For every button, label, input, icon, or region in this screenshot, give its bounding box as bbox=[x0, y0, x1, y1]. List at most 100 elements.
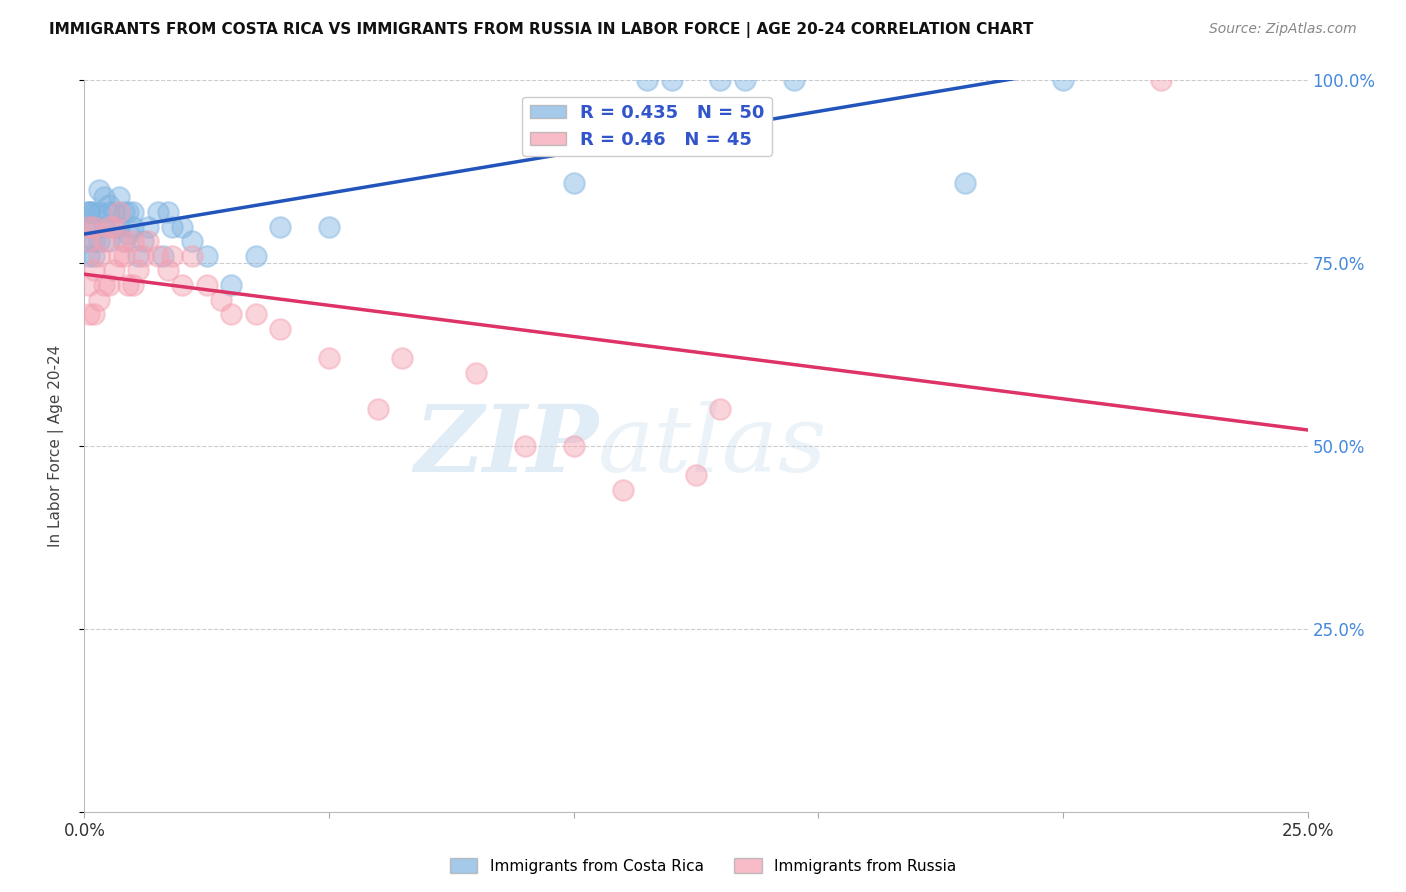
Point bbox=[562, 439, 585, 453]
Point bbox=[117, 205, 139, 219]
Point bbox=[162, 249, 184, 263]
Point bbox=[195, 249, 218, 263]
Point bbox=[103, 205, 125, 219]
Point bbox=[127, 263, 149, 277]
Point bbox=[464, 366, 486, 380]
Point bbox=[612, 483, 634, 497]
Point bbox=[152, 249, 174, 263]
Point bbox=[219, 307, 242, 321]
Point bbox=[107, 219, 129, 234]
Point bbox=[112, 234, 135, 248]
Y-axis label: In Labor Force | Age 20-24: In Labor Force | Age 20-24 bbox=[48, 345, 63, 547]
Point bbox=[1150, 73, 1173, 87]
Point bbox=[103, 219, 125, 234]
Point bbox=[83, 219, 105, 234]
Point bbox=[77, 205, 100, 219]
Point bbox=[87, 249, 110, 263]
Point bbox=[661, 73, 683, 87]
Point bbox=[146, 249, 169, 263]
Point bbox=[127, 249, 149, 263]
Text: IMMIGRANTS FROM COSTA RICA VS IMMIGRANTS FROM RUSSIA IN LABOR FORCE | AGE 20-24 : IMMIGRANTS FROM COSTA RICA VS IMMIGRANTS… bbox=[49, 22, 1033, 38]
Point bbox=[77, 234, 100, 248]
Point bbox=[97, 278, 120, 293]
Point bbox=[77, 249, 100, 263]
Point bbox=[112, 249, 135, 263]
Point bbox=[87, 183, 110, 197]
Point bbox=[146, 205, 169, 219]
Point bbox=[122, 219, 145, 234]
Point bbox=[122, 234, 145, 248]
Point bbox=[685, 468, 707, 483]
Point bbox=[245, 249, 267, 263]
Point bbox=[122, 205, 145, 219]
Text: ZIP: ZIP bbox=[413, 401, 598, 491]
Point bbox=[77, 219, 100, 234]
Point bbox=[77, 307, 100, 321]
Point bbox=[107, 190, 129, 204]
Point bbox=[209, 293, 232, 307]
Point bbox=[97, 197, 120, 211]
Legend: R = 0.435   N = 50, R = 0.46   N = 45: R = 0.435 N = 50, R = 0.46 N = 45 bbox=[523, 96, 772, 156]
Point bbox=[122, 278, 145, 293]
Text: atlas: atlas bbox=[598, 401, 828, 491]
Point bbox=[93, 278, 115, 293]
Point bbox=[83, 307, 105, 321]
Point bbox=[136, 219, 159, 234]
Legend: Immigrants from Costa Rica, Immigrants from Russia: Immigrants from Costa Rica, Immigrants f… bbox=[444, 852, 962, 880]
Point bbox=[136, 234, 159, 248]
Point bbox=[112, 234, 135, 248]
Point bbox=[269, 322, 291, 336]
Point bbox=[132, 234, 155, 248]
Point bbox=[107, 205, 129, 219]
Point bbox=[112, 205, 135, 219]
Point bbox=[156, 205, 179, 219]
Point bbox=[318, 219, 340, 234]
Text: Source: ZipAtlas.com: Source: ZipAtlas.com bbox=[1209, 22, 1357, 37]
Point bbox=[709, 73, 731, 87]
Point bbox=[318, 351, 340, 366]
Point bbox=[783, 73, 806, 87]
Point bbox=[77, 219, 100, 234]
Point bbox=[97, 234, 120, 248]
Point bbox=[132, 249, 155, 263]
Point bbox=[219, 278, 242, 293]
Point bbox=[1052, 73, 1074, 87]
Point bbox=[172, 219, 194, 234]
Point bbox=[87, 293, 110, 307]
Point bbox=[93, 219, 115, 234]
Point bbox=[181, 234, 204, 248]
Point bbox=[562, 176, 585, 190]
Point bbox=[83, 249, 105, 263]
Point bbox=[77, 205, 100, 219]
Point bbox=[87, 234, 110, 248]
Point bbox=[107, 249, 129, 263]
Point bbox=[245, 307, 267, 321]
Point bbox=[156, 263, 179, 277]
Point bbox=[172, 278, 194, 293]
Point bbox=[391, 351, 413, 366]
Point bbox=[93, 234, 115, 248]
Point bbox=[117, 278, 139, 293]
Point bbox=[97, 205, 120, 219]
Point bbox=[77, 278, 100, 293]
Point bbox=[195, 278, 218, 293]
Point bbox=[97, 219, 120, 234]
Point bbox=[953, 176, 976, 190]
Point bbox=[734, 73, 756, 87]
Point bbox=[636, 73, 658, 87]
Point bbox=[93, 190, 115, 204]
Point bbox=[269, 219, 291, 234]
Point bbox=[83, 205, 105, 219]
Point bbox=[87, 205, 110, 219]
Point bbox=[181, 249, 204, 263]
Point bbox=[162, 219, 184, 234]
Point bbox=[83, 263, 105, 277]
Point bbox=[77, 205, 100, 219]
Point bbox=[83, 234, 105, 248]
Point bbox=[103, 219, 125, 234]
Point bbox=[367, 402, 389, 417]
Point bbox=[709, 402, 731, 417]
Point bbox=[513, 439, 536, 453]
Point bbox=[103, 263, 125, 277]
Point bbox=[117, 227, 139, 241]
